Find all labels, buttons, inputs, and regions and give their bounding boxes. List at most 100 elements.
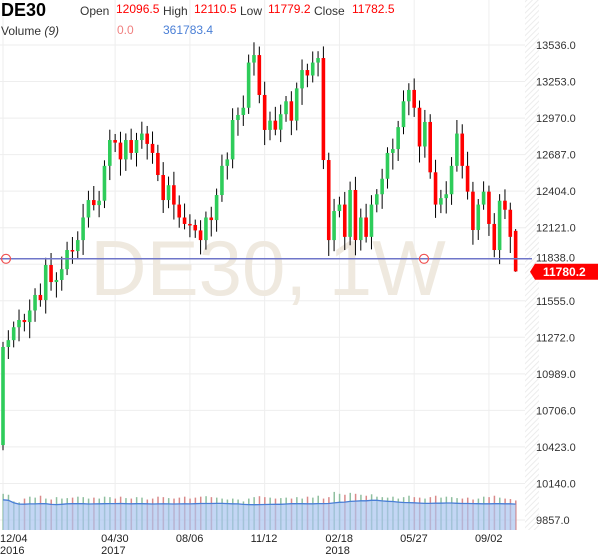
candle [209,206,214,237]
candle-body [75,240,80,252]
candle [17,309,21,342]
candle-body [59,269,64,280]
candle [118,131,123,176]
candle [353,176,358,256]
candle-body [102,165,107,201]
candle [27,299,32,339]
x-tick-year: 2017 [101,545,125,557]
candle-body [188,223,192,226]
candle-body [22,320,27,323]
candle-body [455,133,459,166]
low-label: Low [240,4,263,18]
last-price-label: 11780.2 [543,265,586,279]
candle-body [172,185,176,205]
candle [1,341,5,451]
candle-body [54,279,59,283]
y-tick-label: 13253.0 [536,77,576,89]
candle [86,190,91,228]
candle-body [412,89,416,108]
volume-ma-area [3,499,516,530]
candle [428,114,432,179]
candle [508,202,513,253]
candle-body [225,159,230,166]
x-tick-label: 04/30 [101,533,129,545]
candle [236,107,240,136]
candle-body [177,204,182,218]
candle-body [150,143,155,153]
candle-body [423,121,427,147]
candle-body [273,120,278,130]
candle-body [140,133,144,141]
x-tick-year: 2018 [325,545,349,557]
candle-body [428,121,432,173]
candle [70,236,75,264]
candle-body [460,133,465,166]
candle-body [134,140,139,153]
y-tick-label: 11555.0 [536,296,575,308]
candle-body [262,94,267,130]
y-tick-label: 10423.0 [536,442,576,454]
candle-body [294,88,299,121]
candle [460,124,465,179]
candle-body [476,204,481,231]
candle [241,95,246,126]
x-tick-label: 02/18 [325,533,353,545]
candle [172,171,176,220]
candle [449,157,454,205]
candle [423,109,427,158]
candle-body [358,217,363,241]
candle [310,51,315,83]
candle [455,120,459,172]
candle [11,321,16,348]
volume-bar [515,500,517,530]
candle [273,106,278,136]
candle [268,111,272,141]
volume-period: (9) [44,24,60,38]
candle-body [380,178,384,195]
candle [134,132,139,167]
candle [439,189,443,214]
volume-label: Volume (9) [1,24,59,38]
candle-body [108,140,112,166]
candle [380,168,384,209]
candle-body [156,152,160,176]
candle [369,195,374,250]
candle-body [113,140,117,143]
x-tick-label: 12/04 [0,533,28,545]
y-tick-label: 11272.0 [536,332,575,344]
high-label: High [163,4,188,18]
candle-body [444,194,449,199]
candle-body [49,265,53,283]
candle-body [220,165,224,196]
close-label: Close [314,4,345,18]
open-label: Open [80,4,110,18]
candle [513,229,518,272]
candle [91,185,96,211]
candle-body [364,217,368,237]
candle [492,213,497,258]
candle [476,199,481,240]
candle [38,283,43,307]
candle-body [513,230,518,272]
candle-body [145,133,149,144]
candle [198,220,203,255]
candle [316,51,320,77]
candle [321,46,326,170]
candle [433,159,438,218]
y-tick-label: 11838.0 [536,253,575,265]
candle-body [43,265,48,301]
candle [417,100,422,163]
candle [407,83,411,116]
candle-body [487,191,491,224]
volume-value: 0.0 [117,23,134,37]
y-tick-label: 12687.0 [536,150,576,162]
candle [225,152,230,180]
candle [252,42,256,76]
candle [391,138,395,170]
candle-body [348,189,352,237]
candle-body [300,70,304,89]
axis-hatch [525,0,539,530]
y-tick-label: 12404.0 [536,186,576,198]
candle [348,181,352,246]
